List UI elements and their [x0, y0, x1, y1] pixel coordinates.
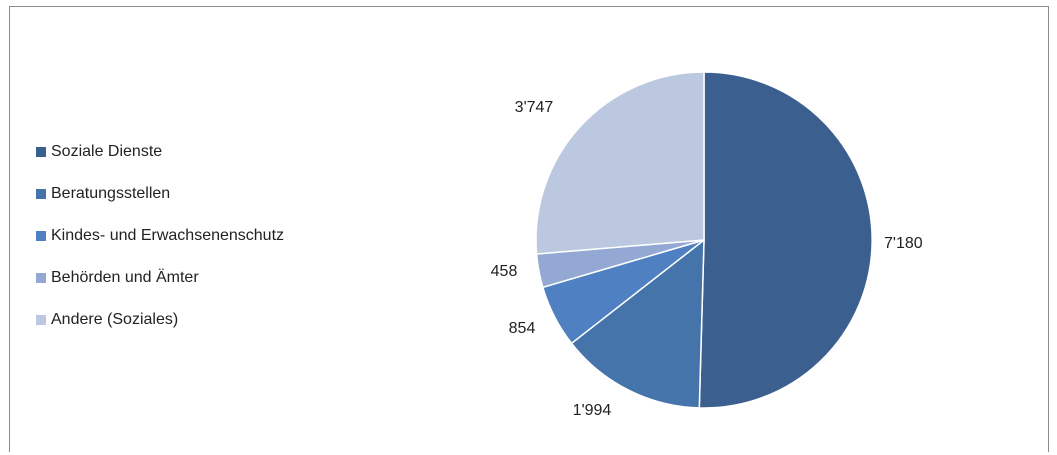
- pie-slice-5: [535, 71, 705, 255]
- legend-swatch: [36, 315, 46, 325]
- chart-legend: Soziale Dienste Beratungsstellen Kindes-…: [36, 142, 284, 352]
- legend-swatch: [36, 273, 46, 283]
- pie-slice-1: [698, 71, 873, 409]
- chart-frame: [9, 6, 1049, 452]
- legend-label: Soziale Dienste: [51, 143, 163, 160]
- legend-item-kindes-und-erwachsenenschutz: Kindes- und Erwachsenenschutz: [36, 226, 284, 246]
- pie-data-label: 458: [491, 263, 518, 280]
- pie-data-label: 3'747: [515, 99, 554, 116]
- pie-slice-2: [570, 238, 705, 409]
- pie-data-labels: 7'180 1'994 854 458 3'747: [491, 99, 923, 419]
- legend-swatch: [36, 231, 46, 241]
- legend-label: Behörden und Ämter: [51, 269, 199, 286]
- legend-item-behoerden-und-aemter: Behörden und Ämter: [36, 268, 284, 288]
- legend-item-soziale-dienste: Soziale Dienste: [36, 142, 284, 162]
- legend-label: Kindes- und Erwachsenenschutz: [51, 227, 285, 244]
- pie-data-label: 1'994: [573, 402, 612, 419]
- legend-label: Beratungsstellen: [51, 185, 171, 202]
- legend-swatch: [36, 189, 46, 199]
- pie-slices: [535, 71, 873, 409]
- legend-swatch: [36, 147, 46, 157]
- pie-data-label: 7'180: [884, 235, 923, 252]
- legend-label: Andere (Soziales): [51, 311, 179, 328]
- pie-data-label: 854: [509, 320, 536, 337]
- legend-item-beratungsstellen: Beratungsstellen: [36, 184, 284, 204]
- legend-item-andere-soziales: Andere (Soziales): [36, 310, 284, 330]
